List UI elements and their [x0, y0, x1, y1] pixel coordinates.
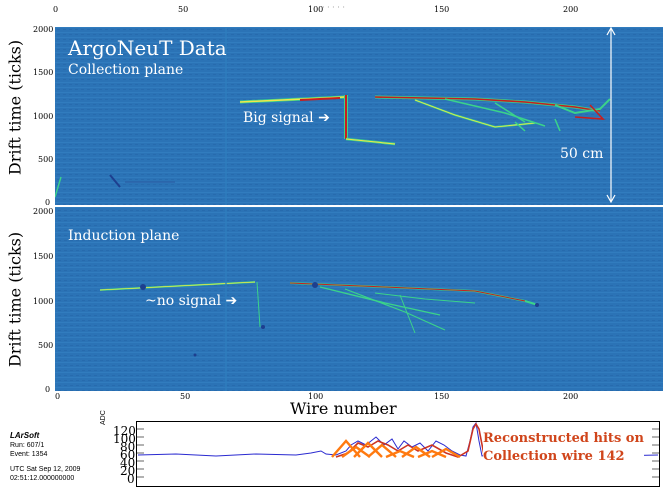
waveform-ytick-0: 0	[127, 472, 135, 486]
collection-ytick-2000: 2000	[33, 25, 54, 34]
waveform-ylabel: ADC	[100, 410, 107, 425]
collection-title: ArgoNeuT Data	[68, 36, 227, 60]
waveform-ytick-120: 120	[113, 424, 136, 438]
induction-main-track	[99, 281, 265, 329]
induction-y-axis-label: Drift time (ticks)	[5, 231, 25, 368]
top-tick-extra: · · · · ·	[322, 3, 345, 12]
induction-shower-tracks	[193, 282, 539, 357]
waveform-legend: Reconstructed hits on Collection wire 14…	[483, 430, 644, 466]
induction-plane-event-display	[55, 207, 663, 391]
larsoft-date: UTC Sat Sep 12, 2009	[10, 466, 81, 473]
right-arrow-icon: ➔	[318, 110, 330, 126]
top-tick-150: 150	[434, 5, 450, 14]
collection-subtitle: Collection plane	[68, 62, 184, 78]
waveform-legend-line2: Collection wire 142	[483, 449, 625, 464]
right-arrow-icon: ➔	[225, 293, 238, 309]
waveform-ytick-60: 60	[120, 448, 136, 462]
induction-ytick-2000: 2000	[33, 207, 54, 216]
collection-shower-tracks	[374, 95, 611, 132]
bottom-tick-0: 0	[55, 392, 61, 401]
collection-ytick-0: 0	[45, 198, 51, 207]
scale-arrow-icon	[606, 27, 616, 203]
induction-ytick-500: 500	[38, 341, 54, 350]
waveform-ytick-40: 40	[120, 456, 136, 470]
induction-subtitle: Induction plane	[68, 228, 180, 244]
no-signal-label: ~no signal	[145, 293, 222, 309]
waveform-ytick-20: 20	[120, 464, 136, 478]
larsoft-time: 02:51:12.000000000	[10, 475, 75, 482]
top-tick-100: 100	[308, 5, 324, 14]
collection-ytick-1500: 1500	[33, 68, 54, 77]
larsoft-run: Run: 607/1	[10, 442, 45, 449]
induction-ytick-1000: 1000	[33, 297, 54, 306]
bottom-tick-200: 200	[563, 392, 579, 401]
big-signal-label: Big signal	[243, 110, 314, 126]
waveform-legend-line1: Reconstructed hits on	[483, 431, 644, 446]
collection-y-axis-label: Drift time (ticks)	[5, 39, 25, 176]
no-signal-annotation: ~no signal ➔	[145, 293, 237, 309]
top-tick-50: 50	[178, 5, 189, 14]
scale-label: 50 cm	[560, 146, 604, 162]
bottom-tick-150: 150	[434, 392, 450, 401]
collection-plane-event-display	[55, 27, 663, 205]
induction-ytick-1500: 1500	[33, 252, 54, 261]
bottom-tick-50: 50	[180, 392, 191, 401]
larsoft-title: LArSoft	[10, 431, 40, 440]
big-signal-annotation: Big signal ➔	[243, 110, 330, 126]
collection-track-left	[55, 174, 175, 198]
waveform-signal	[137, 421, 659, 457]
collection-main-track	[239, 95, 396, 146]
top-tick-200: 200	[563, 5, 579, 14]
induction-ytick-0: 0	[45, 385, 51, 394]
collection-ytick-1000: 1000	[33, 112, 54, 121]
waveform-hits	[331, 439, 461, 459]
waveform-ytick-100: 100	[113, 432, 136, 446]
bottom-tick-100: 100	[308, 392, 324, 401]
waveform-ytick-80: 80	[120, 440, 136, 454]
collection-ytick-500: 500	[38, 155, 54, 164]
top-tick-0: 0	[53, 5, 59, 14]
x-axis-label: Wire number	[290, 399, 397, 418]
larsoft-event: Event: 1354	[10, 451, 48, 458]
